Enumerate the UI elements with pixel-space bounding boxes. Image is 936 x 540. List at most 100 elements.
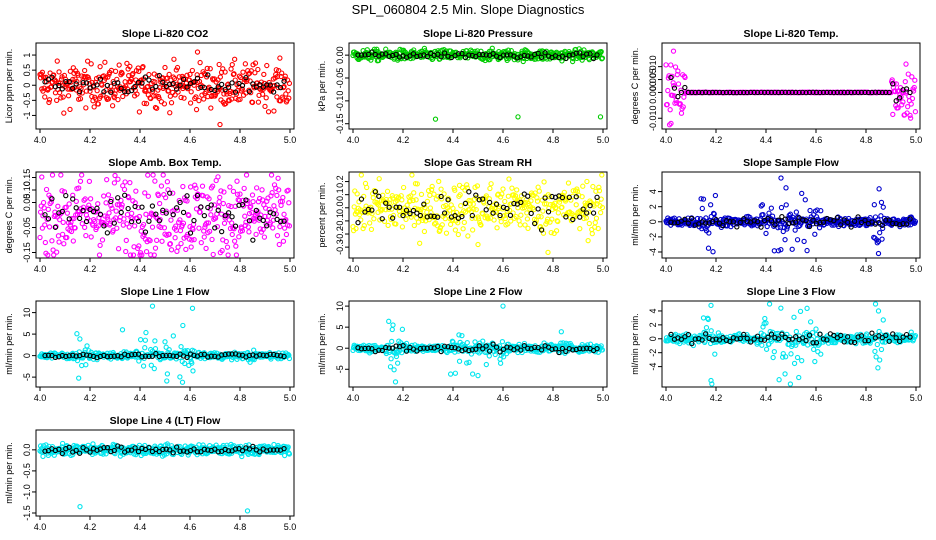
plot-frame (661, 171, 921, 259)
data-point (189, 237, 195, 243)
data-point (813, 326, 819, 332)
black-point (410, 51, 417, 57)
outlier-point (783, 185, 789, 191)
black-point (198, 204, 204, 210)
data-point (452, 187, 458, 193)
data-point (39, 174, 45, 180)
data-point (536, 188, 542, 194)
data-point (597, 209, 604, 216)
data-point (178, 344, 184, 350)
data-point (236, 73, 243, 79)
data-point (582, 200, 588, 206)
data-point (259, 91, 266, 97)
black-point (236, 202, 242, 208)
black-point (841, 89, 847, 96)
y-tick-label: 0.0 (335, 202, 345, 215)
black-point (699, 89, 705, 96)
black-point (685, 89, 691, 96)
data-point (878, 199, 885, 206)
data-point (236, 234, 242, 240)
black-point (441, 210, 448, 216)
y-axis-label: ml/min per min. (317, 313, 327, 375)
black-point (862, 217, 868, 223)
outlier-point (432, 116, 439, 122)
black-point (734, 89, 740, 96)
black-point (358, 196, 365, 202)
black-point (383, 200, 389, 206)
data-point (400, 184, 407, 191)
data-point (520, 58, 526, 65)
data-point (151, 365, 157, 372)
x-tick-label: 4.6 (497, 264, 510, 274)
black-point (208, 86, 214, 93)
data-point (452, 370, 459, 376)
black-point (76, 215, 83, 222)
data-point (115, 176, 121, 182)
data-point (553, 228, 560, 234)
data-point (82, 196, 88, 202)
black-point (135, 218, 142, 224)
black-point (393, 51, 399, 58)
data-point (429, 183, 435, 190)
data-point (368, 57, 374, 63)
data-point (143, 329, 149, 336)
data-point (415, 219, 422, 225)
data-point (204, 220, 210, 226)
black-point (191, 79, 197, 85)
black-point (900, 220, 906, 227)
data-point (421, 45, 428, 52)
data-point (257, 226, 263, 232)
data-point (77, 336, 83, 342)
data-point (53, 223, 59, 230)
x-tick-label: 4.4 (447, 135, 460, 145)
black-point (101, 223, 107, 229)
panel-title: Slope Li-820 Temp. (744, 28, 839, 40)
data-point (799, 190, 805, 197)
black-point (594, 194, 600, 200)
data-point (206, 196, 212, 202)
black-point (528, 210, 534, 217)
y-axis-label: ml/min per min. (4, 313, 14, 375)
black-point (507, 212, 514, 218)
data-point (414, 181, 420, 187)
black-point (376, 193, 382, 199)
data-point (393, 221, 399, 227)
x-tick-label: 4.4 (134, 135, 147, 145)
data-point (794, 354, 801, 361)
data-point (61, 110, 67, 116)
data-point (280, 238, 287, 244)
data-point (103, 200, 109, 206)
black-point (59, 208, 65, 215)
data-point (875, 238, 882, 245)
data-point (788, 351, 794, 357)
data-point (678, 110, 685, 116)
data-point (794, 237, 801, 243)
data-point (876, 186, 882, 192)
data-point (797, 308, 804, 314)
data-point (409, 172, 415, 178)
data-point (123, 237, 129, 244)
y-tick-label: -0.2 (335, 226, 345, 242)
black-point (490, 50, 496, 57)
data-point (81, 197, 87, 203)
black-point (737, 219, 743, 226)
black-point (734, 224, 740, 230)
y-axis-label: degrees C per min. (630, 48, 640, 125)
data-point (54, 249, 60, 255)
data-point (96, 252, 103, 258)
data-point (525, 225, 531, 232)
data-point (139, 83, 145, 90)
data-point (174, 207, 181, 213)
data-point (599, 204, 606, 211)
black-point (250, 81, 256, 87)
data-point (425, 188, 432, 194)
data-point (553, 204, 559, 211)
black-point (716, 220, 723, 226)
black-point (70, 196, 76, 202)
data-point (162, 339, 168, 345)
data-point (74, 78, 80, 85)
plot-frame (35, 300, 295, 388)
data-point (122, 179, 128, 185)
black-point (671, 220, 678, 226)
